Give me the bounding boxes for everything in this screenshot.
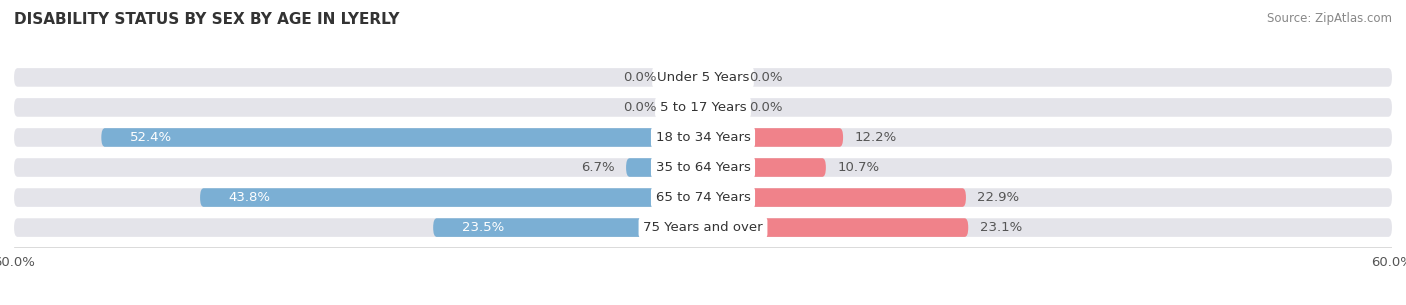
FancyBboxPatch shape: [703, 218, 969, 237]
FancyBboxPatch shape: [14, 158, 1392, 177]
Text: 10.7%: 10.7%: [838, 161, 880, 174]
Text: Under 5 Years: Under 5 Years: [657, 71, 749, 84]
Text: 65 to 74 Years: 65 to 74 Years: [655, 191, 751, 204]
Text: 0.0%: 0.0%: [749, 101, 782, 114]
FancyBboxPatch shape: [703, 158, 825, 177]
Text: 6.7%: 6.7%: [581, 161, 614, 174]
Text: 23.1%: 23.1%: [980, 221, 1022, 234]
FancyBboxPatch shape: [433, 218, 703, 237]
Text: 52.4%: 52.4%: [129, 131, 172, 144]
Text: 0.0%: 0.0%: [749, 71, 782, 84]
FancyBboxPatch shape: [14, 68, 1392, 87]
Text: 18 to 34 Years: 18 to 34 Years: [655, 131, 751, 144]
FancyBboxPatch shape: [14, 98, 1392, 117]
FancyBboxPatch shape: [669, 68, 703, 87]
Text: 75 Years and over: 75 Years and over: [643, 221, 763, 234]
Text: 22.9%: 22.9%: [977, 191, 1019, 204]
Text: DISABILITY STATUS BY SEX BY AGE IN LYERLY: DISABILITY STATUS BY SEX BY AGE IN LYERL…: [14, 12, 399, 27]
FancyBboxPatch shape: [703, 68, 738, 87]
FancyBboxPatch shape: [14, 218, 1392, 237]
FancyBboxPatch shape: [703, 128, 844, 147]
FancyBboxPatch shape: [14, 188, 1392, 207]
FancyBboxPatch shape: [703, 188, 966, 207]
FancyBboxPatch shape: [626, 158, 703, 177]
Text: 12.2%: 12.2%: [855, 131, 897, 144]
Text: 35 to 64 Years: 35 to 64 Years: [655, 161, 751, 174]
FancyBboxPatch shape: [101, 128, 703, 147]
FancyBboxPatch shape: [703, 98, 738, 117]
Text: 23.5%: 23.5%: [461, 221, 505, 234]
Text: 0.0%: 0.0%: [624, 101, 657, 114]
Text: Source: ZipAtlas.com: Source: ZipAtlas.com: [1267, 12, 1392, 25]
Text: 5 to 17 Years: 5 to 17 Years: [659, 101, 747, 114]
FancyBboxPatch shape: [14, 128, 1392, 147]
FancyBboxPatch shape: [200, 188, 703, 207]
FancyBboxPatch shape: [669, 98, 703, 117]
Text: 0.0%: 0.0%: [624, 71, 657, 84]
Text: 43.8%: 43.8%: [229, 191, 271, 204]
